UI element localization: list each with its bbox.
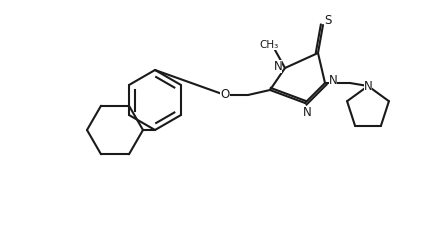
Text: O: O xyxy=(220,89,230,101)
Text: N: N xyxy=(303,106,311,119)
Text: S: S xyxy=(324,14,332,26)
Text: N: N xyxy=(364,79,372,93)
Text: CH₃: CH₃ xyxy=(259,40,279,50)
Text: N: N xyxy=(274,60,282,73)
Text: N: N xyxy=(329,74,337,86)
